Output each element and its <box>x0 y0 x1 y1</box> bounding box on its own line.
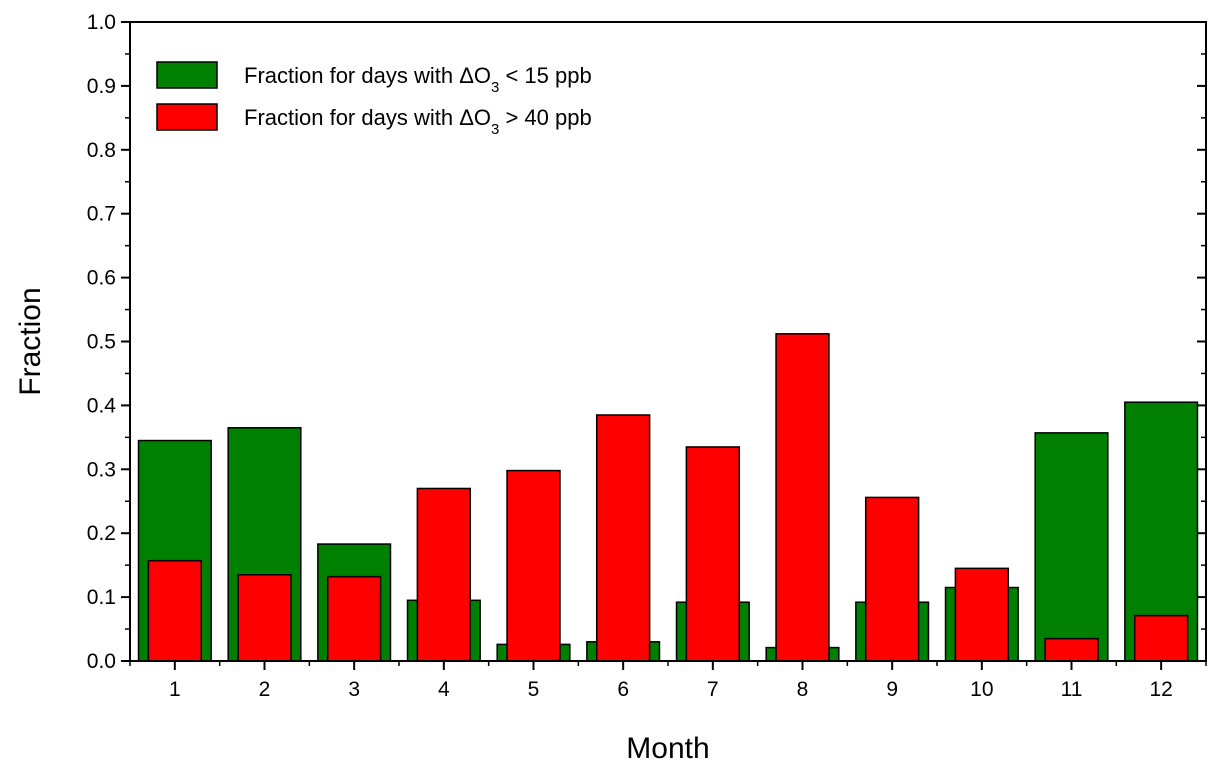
y-tick-label: 0.4 <box>87 394 117 417</box>
y-axis-title: Fraction <box>14 287 47 395</box>
x-axis-title: Month <box>626 732 709 765</box>
legend-label: Fraction for days with ΔO3 > 40 ppb <box>244 105 592 138</box>
series-red-bars <box>147 333 1189 662</box>
red-bar-6 <box>595 414 651 662</box>
red-bar-12 <box>1133 614 1189 662</box>
red-bar-3 <box>326 575 382 662</box>
legend-label: Fraction for days with ΔO3 < 15 ppb <box>244 63 592 96</box>
x-tick-label: 10 <box>970 678 993 701</box>
legend-label-delta: ΔO <box>459 63 491 88</box>
x-axis: 1 2 3 4 5 6 7 8 9 10 11 12 <box>129 661 1207 701</box>
legend: Fraction for days with ΔO3 < 15 ppbFract… <box>156 61 592 138</box>
red-bar-5 <box>506 469 561 662</box>
x-tick-label: 3 <box>348 678 360 701</box>
red-bar-10 <box>954 567 1010 662</box>
red-bar-8 <box>775 333 830 662</box>
y-tick-label: 0.6 <box>87 267 116 290</box>
green-bar-11 <box>1034 432 1109 662</box>
y-tick-label: 0.9 <box>87 75 116 98</box>
legend-label-subscript: 3 <box>491 121 499 138</box>
red-bar-4 <box>416 487 472 662</box>
x-tick-label: 5 <box>528 678 540 701</box>
red-bar-1 <box>147 559 203 662</box>
red-bar-2 <box>237 573 292 662</box>
y-tick-label: 0.0 <box>87 650 116 673</box>
x-tick-label: 2 <box>259 678 271 701</box>
x-tick-label: 8 <box>797 678 809 701</box>
red-bar-7 <box>685 446 741 662</box>
x-tick-label: 6 <box>617 678 629 701</box>
x-tick-label: 7 <box>707 678 719 701</box>
y-tick-label: 0.1 <box>87 586 116 609</box>
x-tick-label: 12 <box>1149 678 1172 701</box>
y-axis: 0.0 0.1 0.2 0.3 0.4 0.5 0.6 0.7 0.8 0.9 1.0 <box>87 11 1206 673</box>
legend-label-prefix: Fraction for days with <box>244 105 459 130</box>
x-tick-label: 9 <box>886 678 898 701</box>
y-tick-label: 0.3 <box>87 458 116 481</box>
red-bar-11 <box>1044 637 1099 662</box>
y-tick-label: 1.0 <box>87 11 116 34</box>
red-bar-9 <box>864 496 920 662</box>
legend-label-subscript: 3 <box>491 79 499 96</box>
legend-swatch <box>156 103 218 131</box>
legend-label-suffix: > 40 ppb <box>499 105 591 130</box>
legend-swatch <box>156 61 218 89</box>
legend-label-prefix: Fraction for days with <box>244 63 459 88</box>
legend-label-delta: ΔO <box>459 105 491 130</box>
y-tick-label: 0.5 <box>87 331 116 354</box>
y-tick-label: 0.2 <box>87 522 116 545</box>
y-tick-label: 0.8 <box>87 139 116 162</box>
x-tick-label: 1 <box>169 678 181 701</box>
y-tick-label: 0.7 <box>87 203 116 226</box>
legend-label-suffix: < 15 ppb <box>499 63 591 88</box>
x-tick-label: 11 <box>1061 678 1083 701</box>
x-tick-label: 4 <box>438 678 450 701</box>
